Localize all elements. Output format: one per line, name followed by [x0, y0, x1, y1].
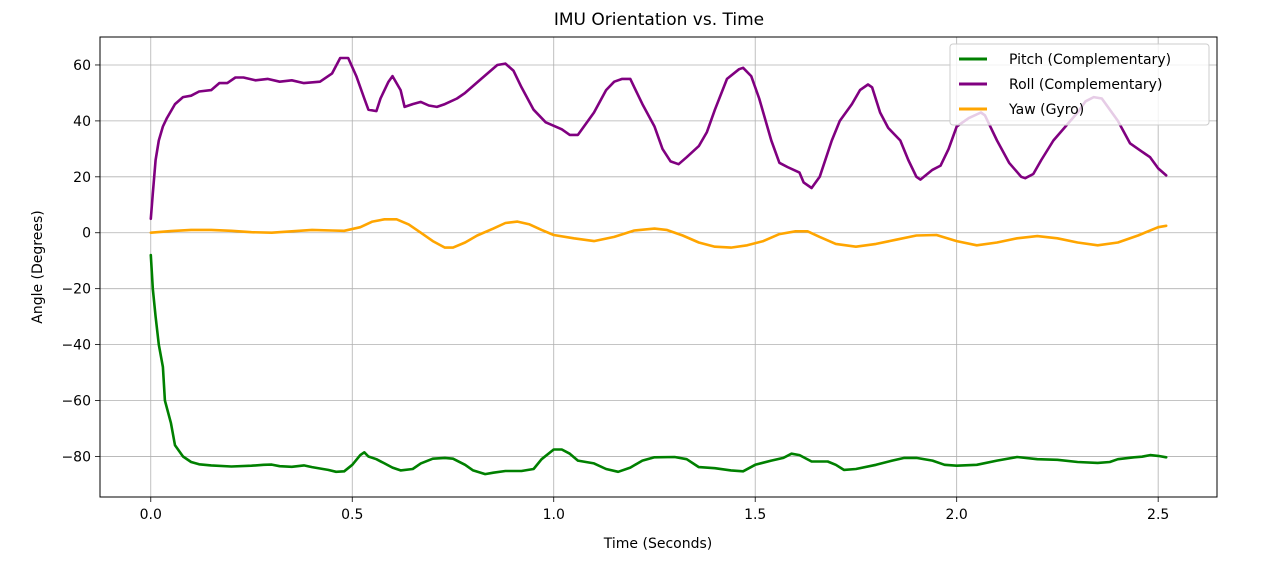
x-tick-label: 0.0: [140, 507, 162, 523]
legend-label-roll: Roll (Complementary): [1009, 77, 1162, 93]
x-axis-label: Time (Seconds): [603, 536, 712, 552]
ticks: 0.0 0.5 1.0 1.5 2.0 2.5 −80 −60 −40 −20 0 20 40 60: [61, 58, 1169, 523]
chart-title: IMU Orientation vs. Time: [554, 10, 764, 30]
y-axis-label: Angle (Degrees): [30, 210, 46, 323]
x-tick-label: 1.0: [543, 507, 565, 523]
y-tick-label: −80: [61, 449, 91, 465]
grid: [100, 37, 1217, 497]
yaw-line: [149, 218, 1168, 249]
pitch-line: [149, 253, 1168, 476]
y-tick-label: −40: [61, 338, 91, 354]
y-tick-label: −60: [61, 394, 91, 410]
y-tick-label: 40: [73, 114, 91, 130]
x-tick-label: 1.5: [744, 507, 766, 523]
legend: Pitch (Complementary) Roll (Complementar…: [949, 43, 1210, 126]
y-tick-label: 20: [73, 170, 91, 186]
y-tick-label: 60: [73, 58, 91, 74]
plot-frame: [99, 36, 1218, 498]
legend-frame: [949, 43, 1210, 126]
x-tick-label: 2.0: [946, 507, 968, 523]
legend-label-pitch: Pitch (Complementary): [1009, 52, 1171, 68]
legend-label-yaw: Yaw (Gyro): [1008, 102, 1084, 118]
y-tick-label: −20: [61, 282, 91, 298]
x-tick-label: 2.5: [1147, 507, 1169, 523]
y-tick-label: 0: [82, 226, 91, 242]
x-tick-label: 0.5: [341, 507, 363, 523]
